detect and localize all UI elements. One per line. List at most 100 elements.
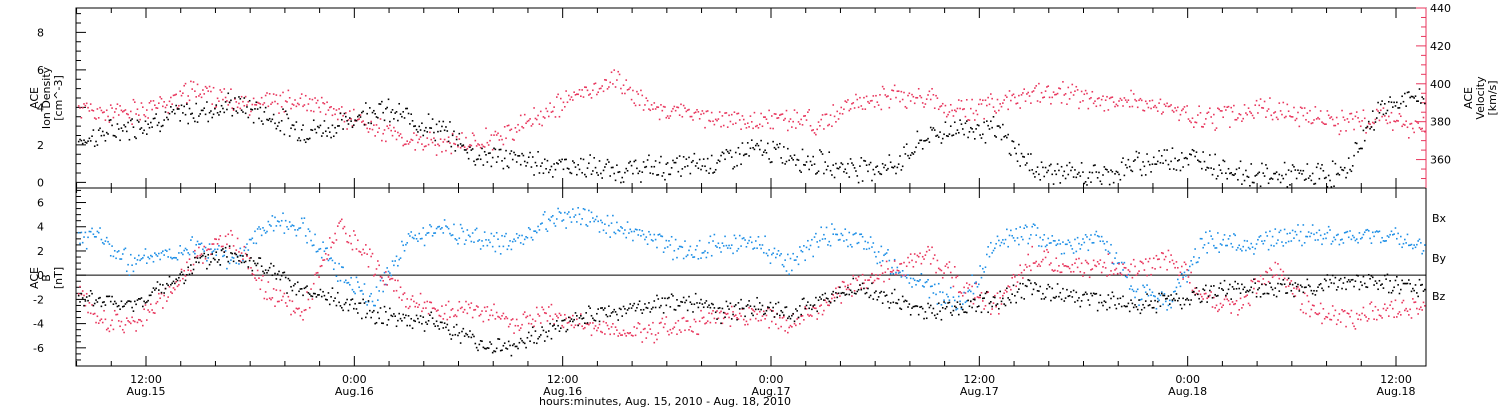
- data-point: [903, 261, 905, 264]
- data-point: [1164, 105, 1167, 107]
- data-point: [665, 116, 668, 119]
- data-point: [1412, 127, 1414, 130]
- data-point: [429, 224, 431, 226]
- data-point: [585, 312, 587, 314]
- data-point: [949, 125, 952, 127]
- data-point: [656, 174, 658, 176]
- data-point: [438, 120, 441, 123]
- data-point: [1154, 268, 1156, 270]
- data-point: [270, 298, 272, 301]
- data-point: [805, 304, 808, 307]
- data-point: [1164, 159, 1167, 162]
- data-point: [336, 291, 339, 294]
- data-point: [1136, 156, 1139, 159]
- data-point: [523, 342, 526, 345]
- data-point: [283, 292, 286, 295]
- data-point: [491, 314, 494, 317]
- data-point: [101, 111, 104, 114]
- data-point: [1199, 237, 1202, 240]
- data-point: [976, 113, 979, 116]
- data-point: [1067, 86, 1070, 89]
- data-point: [1281, 241, 1283, 243]
- data-point: [88, 110, 91, 112]
- data-point: [916, 130, 919, 133]
- data-point: [1014, 147, 1016, 150]
- data-point: [749, 115, 752, 117]
- data-point: [399, 133, 402, 135]
- data-point: [401, 240, 403, 243]
- data-point: [1357, 318, 1359, 320]
- data-point: [236, 256, 239, 258]
- data-point: [151, 108, 153, 111]
- data-point: [1255, 174, 1258, 176]
- data-point: [385, 107, 387, 110]
- data-point: [455, 315, 458, 318]
- data-point: [1270, 244, 1273, 247]
- data-point: [1335, 234, 1338, 237]
- data-point: [1401, 246, 1403, 249]
- data-point: [617, 171, 620, 174]
- data-point: [1249, 110, 1251, 113]
- data-point: [148, 126, 151, 129]
- data-point: [83, 236, 85, 238]
- data-point: [1134, 159, 1136, 161]
- data-point: [471, 333, 474, 336]
- data-point: [588, 209, 590, 212]
- data-point: [1307, 177, 1310, 179]
- data-point: [391, 134, 394, 137]
- data-point: [426, 137, 429, 139]
- data-point: [963, 291, 965, 294]
- data-point: [861, 235, 864, 238]
- data-point: [791, 269, 793, 272]
- data-point: [382, 111, 384, 114]
- data-point: [340, 266, 343, 268]
- data-point: [381, 322, 383, 324]
- data-point: [773, 146, 776, 149]
- data-point: [716, 246, 718, 248]
- data-point: [1144, 100, 1147, 103]
- data-point: [1115, 103, 1118, 106]
- data-point: [287, 117, 290, 120]
- data-point: [117, 320, 120, 322]
- data-point: [1046, 86, 1048, 88]
- data-point: [758, 244, 761, 246]
- data-point: [642, 109, 645, 111]
- data-point: [1099, 104, 1102, 107]
- data-point: [348, 235, 351, 237]
- data-point: [437, 309, 439, 312]
- data-point: [379, 307, 382, 309]
- data-point: [391, 260, 394, 262]
- data-point: [1310, 179, 1313, 182]
- data-point: [539, 334, 542, 336]
- data-point: [128, 138, 131, 141]
- data-point: [1203, 160, 1206, 163]
- data-point: [1010, 301, 1012, 304]
- data-point: [1418, 308, 1421, 311]
- data-point: [1313, 183, 1315, 185]
- data-point: [1354, 115, 1357, 118]
- data-point: [418, 125, 421, 128]
- data-point: [80, 116, 83, 119]
- data-point: [803, 297, 805, 300]
- data-point: [533, 230, 535, 232]
- data-point: [192, 117, 195, 119]
- data-point: [533, 174, 535, 176]
- data-point: [594, 166, 597, 169]
- data-point: [781, 311, 784, 314]
- data-point: [924, 103, 927, 105]
- data-point: [156, 300, 159, 303]
- data-point: [398, 258, 401, 261]
- data-point: [853, 292, 856, 295]
- data-point: [501, 138, 503, 141]
- data-point: [421, 143, 423, 145]
- data-point: [578, 317, 581, 319]
- data-point: [129, 253, 132, 256]
- data-point: [976, 124, 979, 126]
- data-point: [847, 284, 849, 287]
- data-point: [804, 115, 806, 117]
- data-point: [1014, 96, 1016, 99]
- data-point: [733, 305, 736, 308]
- data-point: [705, 256, 708, 259]
- data-point: [164, 111, 167, 113]
- data-point: [812, 255, 814, 258]
